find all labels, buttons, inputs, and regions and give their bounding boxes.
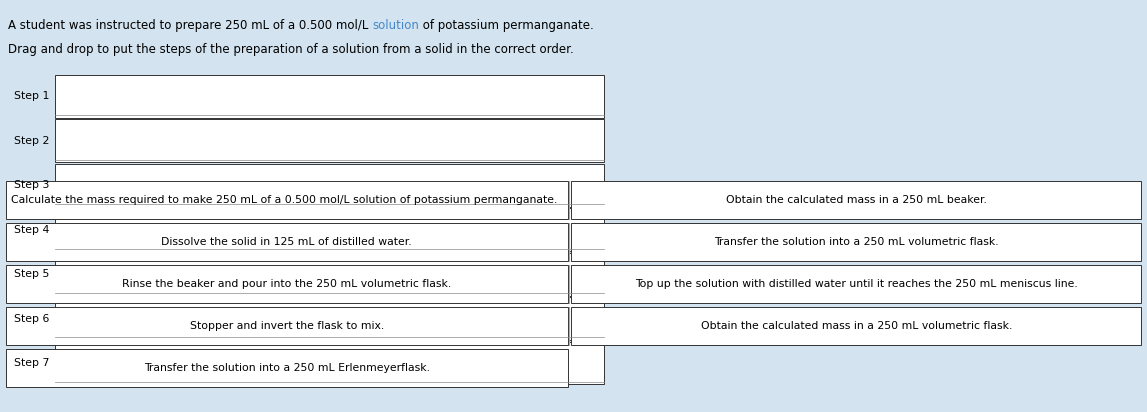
Bar bbox=[6, 349, 568, 387]
Bar bbox=[571, 223, 1141, 261]
Text: Step 3: Step 3 bbox=[14, 180, 49, 190]
Bar bbox=[6, 307, 568, 345]
Text: Step 7: Step 7 bbox=[14, 358, 49, 368]
Text: Step 2: Step 2 bbox=[14, 136, 49, 146]
Text: Stopper and invert the flask to mix.: Stopper and invert the flask to mix. bbox=[189, 321, 384, 331]
Bar bbox=[55, 253, 604, 295]
Bar bbox=[55, 297, 604, 340]
Text: solution: solution bbox=[372, 19, 419, 32]
Text: Obtain the calculated mass in a 250 mL beaker.: Obtain the calculated mass in a 250 mL b… bbox=[726, 195, 986, 205]
Bar bbox=[6, 265, 568, 303]
Text: Calculate the mass required to make 250 mL of a 0.500 mol/L solution of potassiu: Calculate the mass required to make 250 … bbox=[11, 195, 557, 205]
Text: Step 5: Step 5 bbox=[14, 269, 49, 279]
Bar bbox=[571, 265, 1141, 303]
Text: Transfer the solution into a 250 mL Erlenmeyerflask.: Transfer the solution into a 250 mL Erle… bbox=[143, 363, 430, 373]
Text: Top up the solution with distilled water until it reaches the 250 mL meniscus li: Top up the solution with distilled water… bbox=[634, 279, 1078, 289]
Bar bbox=[55, 208, 604, 251]
Text: Step 1: Step 1 bbox=[14, 91, 49, 101]
Bar bbox=[55, 342, 604, 384]
Bar bbox=[6, 223, 568, 261]
Bar bbox=[55, 119, 604, 162]
Text: Drag and drop to put the steps of the preparation of a solution from a solid in : Drag and drop to put the steps of the pr… bbox=[8, 43, 574, 56]
Bar bbox=[571, 307, 1141, 345]
Text: Transfer the solution into a 250 mL volumetric flask.: Transfer the solution into a 250 mL volu… bbox=[713, 237, 999, 247]
Bar bbox=[6, 181, 568, 219]
Text: Obtain the calculated mass in a 250 mL volumetric flask.: Obtain the calculated mass in a 250 mL v… bbox=[701, 321, 1012, 331]
Text: Step 4: Step 4 bbox=[14, 225, 49, 235]
Bar bbox=[571, 181, 1141, 219]
Bar bbox=[55, 164, 604, 207]
Text: Step 6: Step 6 bbox=[14, 314, 49, 323]
Bar bbox=[55, 75, 604, 118]
Text: A student was instructed to prepare 250 mL of a 0.500 mol/L: A student was instructed to prepare 250 … bbox=[8, 19, 372, 32]
Text: Dissolve the solid in 125 mL of distilled water.: Dissolve the solid in 125 mL of distille… bbox=[162, 237, 412, 247]
Text: Rinse the beaker and pour into the 250 mL volumetric flask.: Rinse the beaker and pour into the 250 m… bbox=[122, 279, 452, 289]
Text: of potassium permanganate.: of potassium permanganate. bbox=[419, 19, 594, 32]
